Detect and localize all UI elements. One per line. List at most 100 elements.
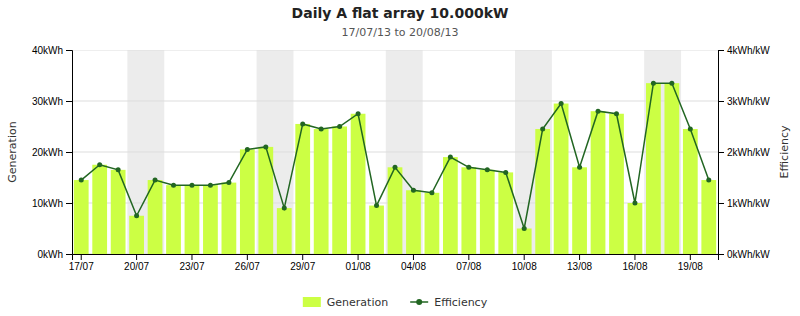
marker bbox=[411, 188, 416, 193]
tick: 10/08 bbox=[512, 254, 537, 272]
bar bbox=[517, 229, 532, 255]
tick-mark bbox=[66, 50, 72, 51]
tick-mark bbox=[66, 254, 72, 255]
tick-mark bbox=[66, 101, 72, 102]
tick: 10kWh bbox=[32, 198, 72, 209]
marker bbox=[226, 180, 231, 185]
bar bbox=[591, 111, 606, 254]
marker bbox=[337, 124, 342, 129]
chart: Daily A flat array 10.000kW 17/07/13 to 2… bbox=[0, 0, 800, 316]
marker bbox=[596, 109, 601, 114]
tick-mark bbox=[718, 101, 724, 102]
subtitle: 17/07/13 to 20/08/13 bbox=[342, 26, 459, 39]
marker bbox=[669, 81, 674, 86]
legend-item: Efficiency bbox=[410, 296, 487, 309]
plot: 0kWh10kWh20kWh30kWh40kWh0kWh/kW1kWh/kW2k… bbox=[6, 45, 791, 272]
title: Daily A flat array 10.000kW bbox=[292, 5, 509, 21]
marker bbox=[153, 178, 158, 183]
grid-line bbox=[72, 50, 718, 51]
marker bbox=[522, 226, 527, 231]
tick-label: 10/08 bbox=[512, 261, 537, 272]
marker bbox=[79, 178, 84, 183]
y2-axis-title: Efficiency bbox=[778, 125, 791, 178]
marker bbox=[319, 127, 324, 132]
tick: 17/07 bbox=[69, 254, 94, 272]
tick-mark bbox=[81, 254, 82, 260]
tick-mark bbox=[66, 203, 72, 204]
marker bbox=[300, 121, 305, 126]
marker bbox=[429, 190, 434, 195]
tick-mark bbox=[302, 254, 303, 260]
tick-mark bbox=[718, 203, 724, 204]
marker bbox=[245, 147, 250, 152]
tick: 0kWh bbox=[37, 249, 72, 260]
tick-label: 0kWh bbox=[37, 249, 63, 260]
tick-label: 16/08 bbox=[622, 261, 647, 272]
marker bbox=[651, 81, 656, 86]
tick-label: 40kWh bbox=[32, 45, 63, 56]
bar bbox=[129, 216, 144, 254]
tick-label: 23/07 bbox=[179, 261, 204, 272]
tick: 20/07 bbox=[124, 254, 149, 272]
bar bbox=[664, 83, 679, 254]
marks bbox=[72, 50, 718, 254]
legend-label: Generation bbox=[327, 296, 388, 309]
tick-label: 20kWh bbox=[32, 147, 63, 158]
marker bbox=[466, 165, 471, 170]
bar bbox=[498, 172, 513, 254]
tick-label: 07/08 bbox=[456, 261, 481, 272]
tick: 1kWh/kW bbox=[718, 198, 770, 209]
tick-label: 20/07 bbox=[124, 261, 149, 272]
tick-mark bbox=[358, 254, 359, 260]
bar bbox=[406, 190, 421, 254]
axis-line bbox=[719, 51, 725, 255]
marker bbox=[503, 170, 508, 175]
tick-label: 17/07 bbox=[69, 261, 94, 272]
marker bbox=[263, 144, 268, 149]
marker bbox=[189, 183, 194, 188]
marker bbox=[632, 201, 637, 206]
marker bbox=[134, 213, 139, 218]
marker bbox=[540, 127, 545, 132]
bar bbox=[646, 83, 661, 254]
legend-marker bbox=[416, 299, 422, 305]
marker bbox=[485, 167, 490, 172]
tick-mark bbox=[413, 254, 414, 260]
bar bbox=[185, 185, 200, 254]
x-axis: 17/0720/0723/0726/0729/0701/0804/0807/08… bbox=[69, 254, 719, 272]
tick-label: 3kWh/kW bbox=[727, 96, 770, 107]
tick: 40kWh bbox=[32, 45, 72, 56]
tick-mark bbox=[468, 254, 469, 260]
marker bbox=[374, 203, 379, 208]
bar bbox=[166, 185, 181, 254]
bar bbox=[683, 129, 698, 254]
tick-mark bbox=[191, 254, 192, 260]
tick: 07/08 bbox=[456, 254, 481, 272]
tick-label: 29/07 bbox=[290, 261, 315, 272]
tick-label: 0kWh/kW bbox=[727, 249, 770, 260]
marker bbox=[577, 165, 582, 170]
bar bbox=[295, 124, 310, 254]
bar bbox=[369, 206, 384, 254]
tick-label: 10kWh bbox=[32, 198, 63, 209]
bar bbox=[332, 127, 347, 255]
bar bbox=[572, 167, 587, 254]
bar bbox=[92, 165, 107, 254]
bar bbox=[480, 170, 495, 254]
tick: 01/08 bbox=[346, 254, 371, 272]
bar bbox=[74, 180, 89, 254]
bar bbox=[222, 183, 237, 254]
marker bbox=[282, 206, 287, 211]
bar bbox=[314, 129, 329, 254]
tick-mark bbox=[718, 152, 724, 153]
tick: 4kWh/kW bbox=[718, 45, 770, 56]
tick: 23/07 bbox=[179, 254, 204, 272]
marker bbox=[614, 111, 619, 116]
marker bbox=[706, 178, 711, 183]
axis-line bbox=[66, 51, 73, 255]
marker bbox=[97, 162, 102, 167]
tick-mark bbox=[524, 254, 525, 260]
bar bbox=[240, 149, 255, 254]
tick: 13/08 bbox=[567, 254, 592, 272]
bar bbox=[443, 157, 458, 254]
